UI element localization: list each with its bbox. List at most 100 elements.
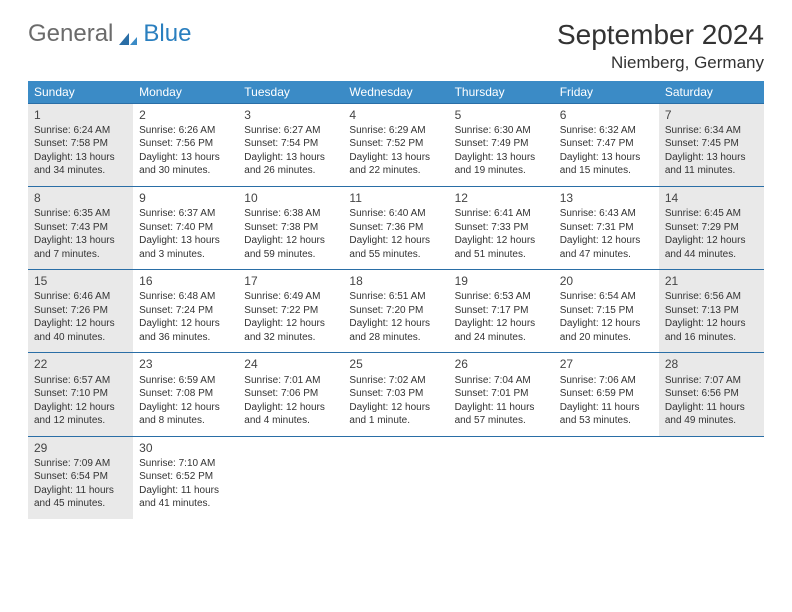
empty-day-cell xyxy=(449,437,554,519)
day-cell: 18Sunrise: 6:51 AMSunset: 7:20 PMDayligh… xyxy=(343,270,448,352)
day-cell: 16Sunrise: 6:48 AMSunset: 7:24 PMDayligh… xyxy=(133,270,238,352)
month-title: September 2024 xyxy=(557,20,764,51)
day-sunrise: Sunrise: 6:59 AM xyxy=(139,374,232,388)
day-sunset: Sunset: 7:26 PM xyxy=(34,304,127,318)
day-daylight1: Daylight: 11 hours xyxy=(665,401,758,415)
day-daylight2: and 44 minutes. xyxy=(665,248,758,262)
day-number: 11 xyxy=(349,190,442,206)
day-cell: 11Sunrise: 6:40 AMSunset: 7:36 PMDayligh… xyxy=(343,187,448,269)
day-sunset: Sunset: 7:01 PM xyxy=(455,387,548,401)
day-daylight2: and 4 minutes. xyxy=(244,414,337,428)
day-sunset: Sunset: 7:58 PM xyxy=(34,137,127,151)
day-daylight1: Daylight: 12 hours xyxy=(349,317,442,331)
day-sunset: Sunset: 7:08 PM xyxy=(139,387,232,401)
day-sunrise: Sunrise: 6:34 AM xyxy=(665,124,758,138)
weekday-header: Monday xyxy=(133,81,238,103)
day-number: 27 xyxy=(560,356,653,372)
weekday-header: Thursday xyxy=(449,81,554,103)
location-text: Niemberg, Germany xyxy=(557,53,764,73)
day-cell: 6Sunrise: 6:32 AMSunset: 7:47 PMDaylight… xyxy=(554,104,659,186)
day-sunset: Sunset: 7:45 PM xyxy=(665,137,758,151)
day-sunset: Sunset: 7:03 PM xyxy=(349,387,442,401)
day-daylight1: Daylight: 11 hours xyxy=(455,401,548,415)
day-sunrise: Sunrise: 6:57 AM xyxy=(34,374,127,388)
day-daylight1: Daylight: 13 hours xyxy=(139,151,232,165)
day-number: 18 xyxy=(349,273,442,289)
day-daylight2: and 49 minutes. xyxy=(665,414,758,428)
day-daylight1: Daylight: 11 hours xyxy=(560,401,653,415)
day-cell: 29Sunrise: 7:09 AMSunset: 6:54 PMDayligh… xyxy=(28,437,133,519)
day-number: 16 xyxy=(139,273,232,289)
day-sunrise: Sunrise: 6:40 AM xyxy=(349,207,442,221)
day-daylight1: Daylight: 12 hours xyxy=(665,234,758,248)
day-daylight2: and 24 minutes. xyxy=(455,331,548,345)
day-sunrise: Sunrise: 6:30 AM xyxy=(455,124,548,138)
logo-sail-icon xyxy=(117,26,139,42)
day-daylight2: and 55 minutes. xyxy=(349,248,442,262)
day-sunset: Sunset: 7:56 PM xyxy=(139,137,232,151)
day-number: 10 xyxy=(244,190,337,206)
day-daylight1: Daylight: 12 hours xyxy=(34,401,127,415)
day-number: 23 xyxy=(139,356,232,372)
page-header: General Blue September 2024 Niemberg, Ge… xyxy=(28,20,764,73)
day-sunset: Sunset: 7:17 PM xyxy=(455,304,548,318)
day-cell: 20Sunrise: 6:54 AMSunset: 7:15 PMDayligh… xyxy=(554,270,659,352)
day-sunset: Sunset: 7:15 PM xyxy=(560,304,653,318)
day-cell: 27Sunrise: 7:06 AMSunset: 6:59 PMDayligh… xyxy=(554,353,659,435)
day-sunset: Sunset: 7:38 PM xyxy=(244,221,337,235)
day-daylight1: Daylight: 12 hours xyxy=(139,401,232,415)
day-daylight2: and 28 minutes. xyxy=(349,331,442,345)
weekday-header: Saturday xyxy=(659,81,764,103)
empty-day-cell xyxy=(238,437,343,519)
day-cell: 24Sunrise: 7:01 AMSunset: 7:06 PMDayligh… xyxy=(238,353,343,435)
day-number: 6 xyxy=(560,107,653,123)
day-sunset: Sunset: 6:56 PM xyxy=(665,387,758,401)
day-sunrise: Sunrise: 6:48 AM xyxy=(139,290,232,304)
logo-text-1: General xyxy=(28,20,113,48)
day-daylight1: Daylight: 12 hours xyxy=(139,317,232,331)
day-sunset: Sunset: 7:20 PM xyxy=(349,304,442,318)
day-daylight2: and 20 minutes. xyxy=(560,331,653,345)
day-number: 21 xyxy=(665,273,758,289)
calendar-page: General Blue September 2024 Niemberg, Ge… xyxy=(0,0,792,612)
day-number: 28 xyxy=(665,356,758,372)
day-sunrise: Sunrise: 7:09 AM xyxy=(34,457,127,471)
day-cell: 8Sunrise: 6:35 AMSunset: 7:43 PMDaylight… xyxy=(28,187,133,269)
week-row: 8Sunrise: 6:35 AMSunset: 7:43 PMDaylight… xyxy=(28,186,764,269)
day-sunrise: Sunrise: 6:46 AM xyxy=(34,290,127,304)
day-number: 19 xyxy=(455,273,548,289)
empty-day-cell xyxy=(554,437,659,519)
day-cell: 7Sunrise: 6:34 AMSunset: 7:45 PMDaylight… xyxy=(659,104,764,186)
day-daylight2: and 3 minutes. xyxy=(139,248,232,262)
day-sunset: Sunset: 7:13 PM xyxy=(665,304,758,318)
weekday-header: Friday xyxy=(554,81,659,103)
weekday-header: Sunday xyxy=(28,81,133,103)
day-sunrise: Sunrise: 6:41 AM xyxy=(455,207,548,221)
logo-text-2: Blue xyxy=(143,20,191,48)
week-row: 29Sunrise: 7:09 AMSunset: 6:54 PMDayligh… xyxy=(28,436,764,519)
day-number: 3 xyxy=(244,107,337,123)
day-sunrise: Sunrise: 6:32 AM xyxy=(560,124,653,138)
day-number: 4 xyxy=(349,107,442,123)
day-sunrise: Sunrise: 6:43 AM xyxy=(560,207,653,221)
day-daylight2: and 1 minute. xyxy=(349,414,442,428)
day-daylight2: and 7 minutes. xyxy=(34,248,127,262)
week-row: 22Sunrise: 6:57 AMSunset: 7:10 PMDayligh… xyxy=(28,352,764,435)
day-cell: 14Sunrise: 6:45 AMSunset: 7:29 PMDayligh… xyxy=(659,187,764,269)
day-number: 26 xyxy=(455,356,548,372)
day-daylight2: and 45 minutes. xyxy=(34,497,127,511)
day-sunrise: Sunrise: 6:35 AM xyxy=(34,207,127,221)
day-sunset: Sunset: 7:10 PM xyxy=(34,387,127,401)
day-sunset: Sunset: 7:31 PM xyxy=(560,221,653,235)
day-daylight1: Daylight: 13 hours xyxy=(455,151,548,165)
day-daylight2: and 59 minutes. xyxy=(244,248,337,262)
day-daylight1: Daylight: 12 hours xyxy=(34,317,127,331)
day-cell: 15Sunrise: 6:46 AMSunset: 7:26 PMDayligh… xyxy=(28,270,133,352)
day-cell: 17Sunrise: 6:49 AMSunset: 7:22 PMDayligh… xyxy=(238,270,343,352)
day-daylight1: Daylight: 12 hours xyxy=(455,317,548,331)
day-sunrise: Sunrise: 6:51 AM xyxy=(349,290,442,304)
day-sunrise: Sunrise: 6:29 AM xyxy=(349,124,442,138)
day-daylight1: Daylight: 13 hours xyxy=(244,151,337,165)
day-cell: 5Sunrise: 6:30 AMSunset: 7:49 PMDaylight… xyxy=(449,104,554,186)
day-number: 17 xyxy=(244,273,337,289)
